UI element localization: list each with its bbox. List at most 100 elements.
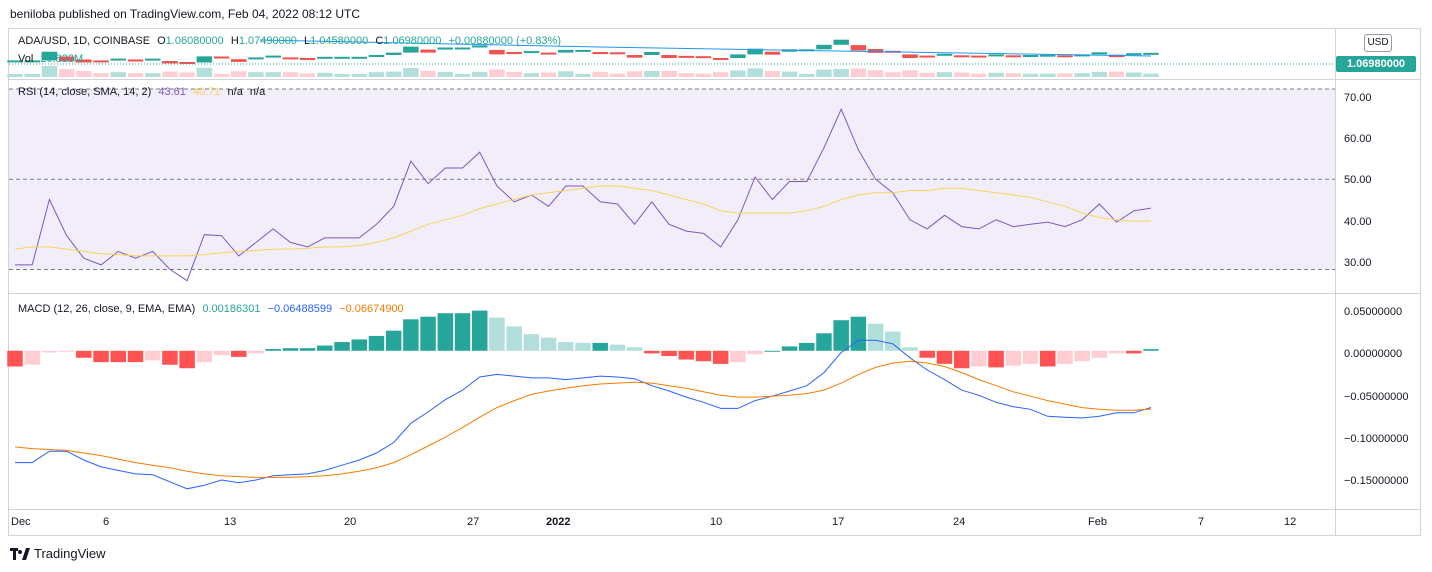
rsi-axis-50: 50.00 [1344, 174, 1372, 186]
volume-bar [299, 73, 316, 77]
volume-bar [609, 73, 626, 77]
price-candle [93, 60, 109, 63]
footer-brand: TradingView [34, 546, 106, 561]
macd-axis-4: −0.10000000 [1344, 433, 1409, 445]
volume-bar [626, 71, 643, 77]
macd-histogram-bar [936, 350, 953, 364]
macd-histogram-bar [403, 319, 419, 351]
price-candle [24, 60, 40, 63]
price-candle [1143, 52, 1159, 55]
rsi-label[interactable]: RSI (14, close, SMA, 14, 2) [18, 86, 152, 98]
price-candle [231, 59, 247, 62]
volume-bar [1091, 71, 1108, 77]
volume-bar [317, 72, 333, 77]
price-candle [626, 55, 643, 58]
macd-histogram-bar [41, 350, 58, 353]
time-label-10: 10 [710, 516, 723, 528]
macd-histogram-bar [58, 350, 75, 352]
rsi-series-sma [14, 185, 1152, 257]
macd-histogram-bar [730, 350, 746, 363]
volume-bar [850, 68, 867, 77]
volume-bar [454, 74, 471, 77]
price-candle [76, 59, 92, 63]
price-candle [1126, 53, 1142, 56]
volume-bar [282, 72, 299, 77]
macd-histogram-bar [93, 350, 109, 363]
volume-bar [110, 72, 127, 77]
chart-frame [8, 28, 1421, 536]
macd-histogram-bar [867, 323, 884, 351]
price-candle [678, 55, 695, 58]
tradingview-footer[interactable]: TradingView [10, 546, 106, 561]
macd-histogram-bar [953, 350, 970, 369]
macd-histogram-bar [523, 334, 540, 351]
price-candle [558, 49, 574, 53]
price-candle [58, 56, 75, 62]
macd-histogram-bar [179, 350, 195, 369]
volume-bar [231, 71, 247, 77]
macd-histogram-bar [127, 350, 144, 363]
volume-bar [919, 72, 935, 77]
macd-histogram-bar [988, 350, 1004, 368]
volume-bar [988, 72, 1004, 77]
symbol-label[interactable]: ADA/USD, 1D, COINBASE [18, 35, 151, 47]
macd-histogram-bar [1126, 350, 1142, 354]
low-value: 1.04580000 [310, 35, 369, 47]
rsi-series-rsi [15, 108, 1152, 282]
macd-histogram-bar [799, 342, 815, 351]
volume-bar [523, 73, 540, 77]
currency-button[interactable]: USD [1364, 34, 1392, 52]
volume-bar [144, 73, 161, 77]
macd-series-signal [14, 360, 1152, 478]
macd-histogram-bar [540, 337, 557, 351]
macd-histogram-bar [299, 348, 316, 351]
price-candle [265, 55, 281, 58]
price-candle [936, 53, 953, 56]
rsi-na-1: n/a [227, 86, 243, 98]
macd-label[interactable]: MACD (12, 26, close, 9, EMA, EMA) [18, 303, 196, 315]
time-label-12: 12 [1284, 516, 1297, 528]
volume-bar [93, 73, 109, 77]
volume-bar [678, 73, 695, 77]
price-candle [179, 62, 195, 64]
volume-bar [592, 71, 608, 77]
price-candle [644, 52, 660, 55]
price-candle [385, 52, 402, 55]
price-candle [764, 51, 781, 55]
macd-histogram-bar [76, 350, 92, 358]
macd-histogram-bar [678, 350, 695, 360]
price-candle [1057, 55, 1073, 58]
low-label: L [304, 35, 311, 47]
price-candle [1005, 55, 1022, 58]
price-axis-separator [1335, 28, 1336, 536]
volume-bar [816, 69, 832, 77]
volume-bar [248, 72, 264, 77]
volume-bar [1108, 71, 1125, 77]
macd-histogram-bar [592, 342, 608, 351]
volume-value: 20.833M [40, 53, 84, 65]
time-label-dec: Dec [11, 516, 31, 528]
macd-histogram-bar [1039, 350, 1056, 367]
macd-histogram-bar [385, 330, 402, 351]
last-price-tag: 1.06980000 [1336, 56, 1416, 72]
volume-bar [506, 71, 522, 77]
macd-histogram-bar [558, 342, 574, 351]
price-candle [730, 54, 746, 58]
price-candle [712, 58, 729, 60]
price-candle [747, 48, 763, 55]
price-candle [867, 49, 884, 53]
macd-histogram-bar [885, 331, 901, 351]
volume-bar [644, 71, 660, 77]
volume-bar [936, 72, 953, 77]
volume-bar [971, 73, 987, 77]
volume-bar [661, 71, 677, 77]
time-label-24: 24 [953, 516, 966, 528]
macd-histogram-bar [110, 350, 127, 363]
volume-bar [1005, 73, 1022, 77]
macd-pane [7, 310, 1159, 490]
time-label-feb: Feb [1088, 516, 1107, 528]
macd-histogram-bar [334, 342, 350, 351]
rsi-axis-30: 30.00 [1344, 257, 1372, 269]
macd-legend: MACD (12, 26, close, 9, EMA, EMA) 0.0018… [18, 303, 408, 315]
